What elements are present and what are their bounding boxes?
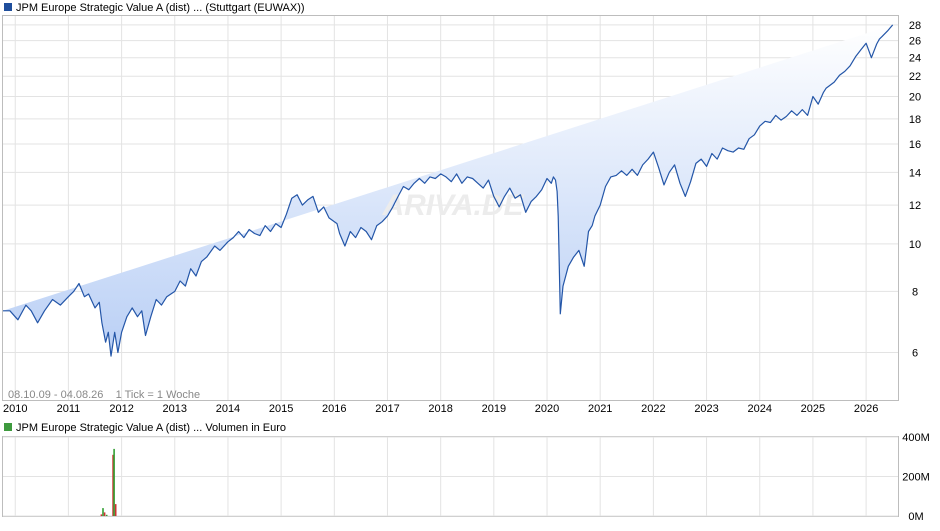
volume-chart-title: JPM Europe Strategic Value A (dist) ... … — [16, 422, 286, 434]
volume-bar — [103, 512, 106, 516]
price-legend-swatch — [4, 3, 12, 11]
price-y-tick-label: 16 — [909, 139, 921, 151]
price-y-tick-label: 26 — [909, 36, 921, 48]
price-y-tick-label: 24 — [909, 53, 921, 65]
date-range-annotation: 08.10.09 - 04.08.26 1 Tick = 1 Woche — [8, 389, 200, 401]
price-x-tick-label: 2024 — [747, 403, 771, 415]
price-y-tick-label: 6 — [912, 348, 918, 360]
volume-bar — [114, 504, 117, 516]
price-x-tick-label: 2022 — [641, 403, 665, 415]
price-y-tick-label: 28 — [909, 20, 921, 32]
price-x-tick-label: 2023 — [694, 403, 718, 415]
price-y-tick-label: 22 — [909, 71, 921, 83]
price-y-tick-label: 14 — [909, 167, 921, 179]
price-x-tick-label: 2018 — [428, 403, 452, 415]
price-x-tick-label: 2011 — [57, 403, 81, 415]
price-y-tick-label: 8 — [912, 286, 918, 298]
price-x-tick-label: 2026 — [854, 403, 878, 415]
price-chart-title: JPM Europe Strategic Value A (dist) ... … — [16, 2, 305, 14]
price-y-tick-label: 10 — [909, 239, 921, 251]
volume-bar — [105, 514, 108, 516]
price-x-tick-label: 2012 — [109, 403, 133, 415]
volume-y-tick-label: 400M — [902, 432, 930, 444]
price-x-tick-label: 2020 — [535, 403, 559, 415]
price-x-tick-label: 2021 — [588, 403, 612, 415]
price-y-tick-label: 18 — [909, 114, 921, 126]
price-x-tick-label: 2010 — [3, 403, 27, 415]
price-x-tick-label: 2025 — [801, 403, 825, 415]
volume-y-tick-label: 200M — [902, 472, 930, 484]
price-y-tick-label: 20 — [909, 91, 921, 103]
watermark: ARIVA.DE — [381, 189, 524, 222]
price-y-tick-label: 12 — [909, 200, 921, 212]
price-area-fill — [3, 24, 893, 357]
price-x-tick-label: 2017 — [375, 403, 399, 415]
volume-y-tick-label: 0M — [908, 511, 923, 523]
volume-bar — [102, 508, 104, 516]
price-line — [3, 24, 894, 357]
price-x-tick-label: 2013 — [163, 403, 187, 415]
price-x-tick-label: 2015 — [269, 403, 293, 415]
volume-bar — [113, 448, 115, 516]
volume-bar — [112, 454, 114, 516]
price-x-tick-label: 2019 — [482, 403, 506, 415]
price-x-tick-label: 2014 — [216, 403, 240, 415]
volume-bar — [100, 514, 103, 516]
volume-legend-swatch — [4, 423, 12, 431]
price-x-tick-label: 2016 — [322, 403, 346, 415]
